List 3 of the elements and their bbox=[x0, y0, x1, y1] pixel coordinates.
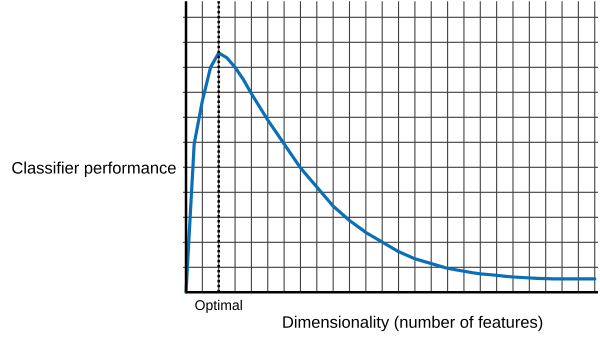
x-axis-title: Dimensionality (number of features) bbox=[283, 316, 542, 332]
text: Optimal bbox=[195, 300, 242, 313]
y-axis-title: Classifier performance bbox=[12, 161, 176, 177]
